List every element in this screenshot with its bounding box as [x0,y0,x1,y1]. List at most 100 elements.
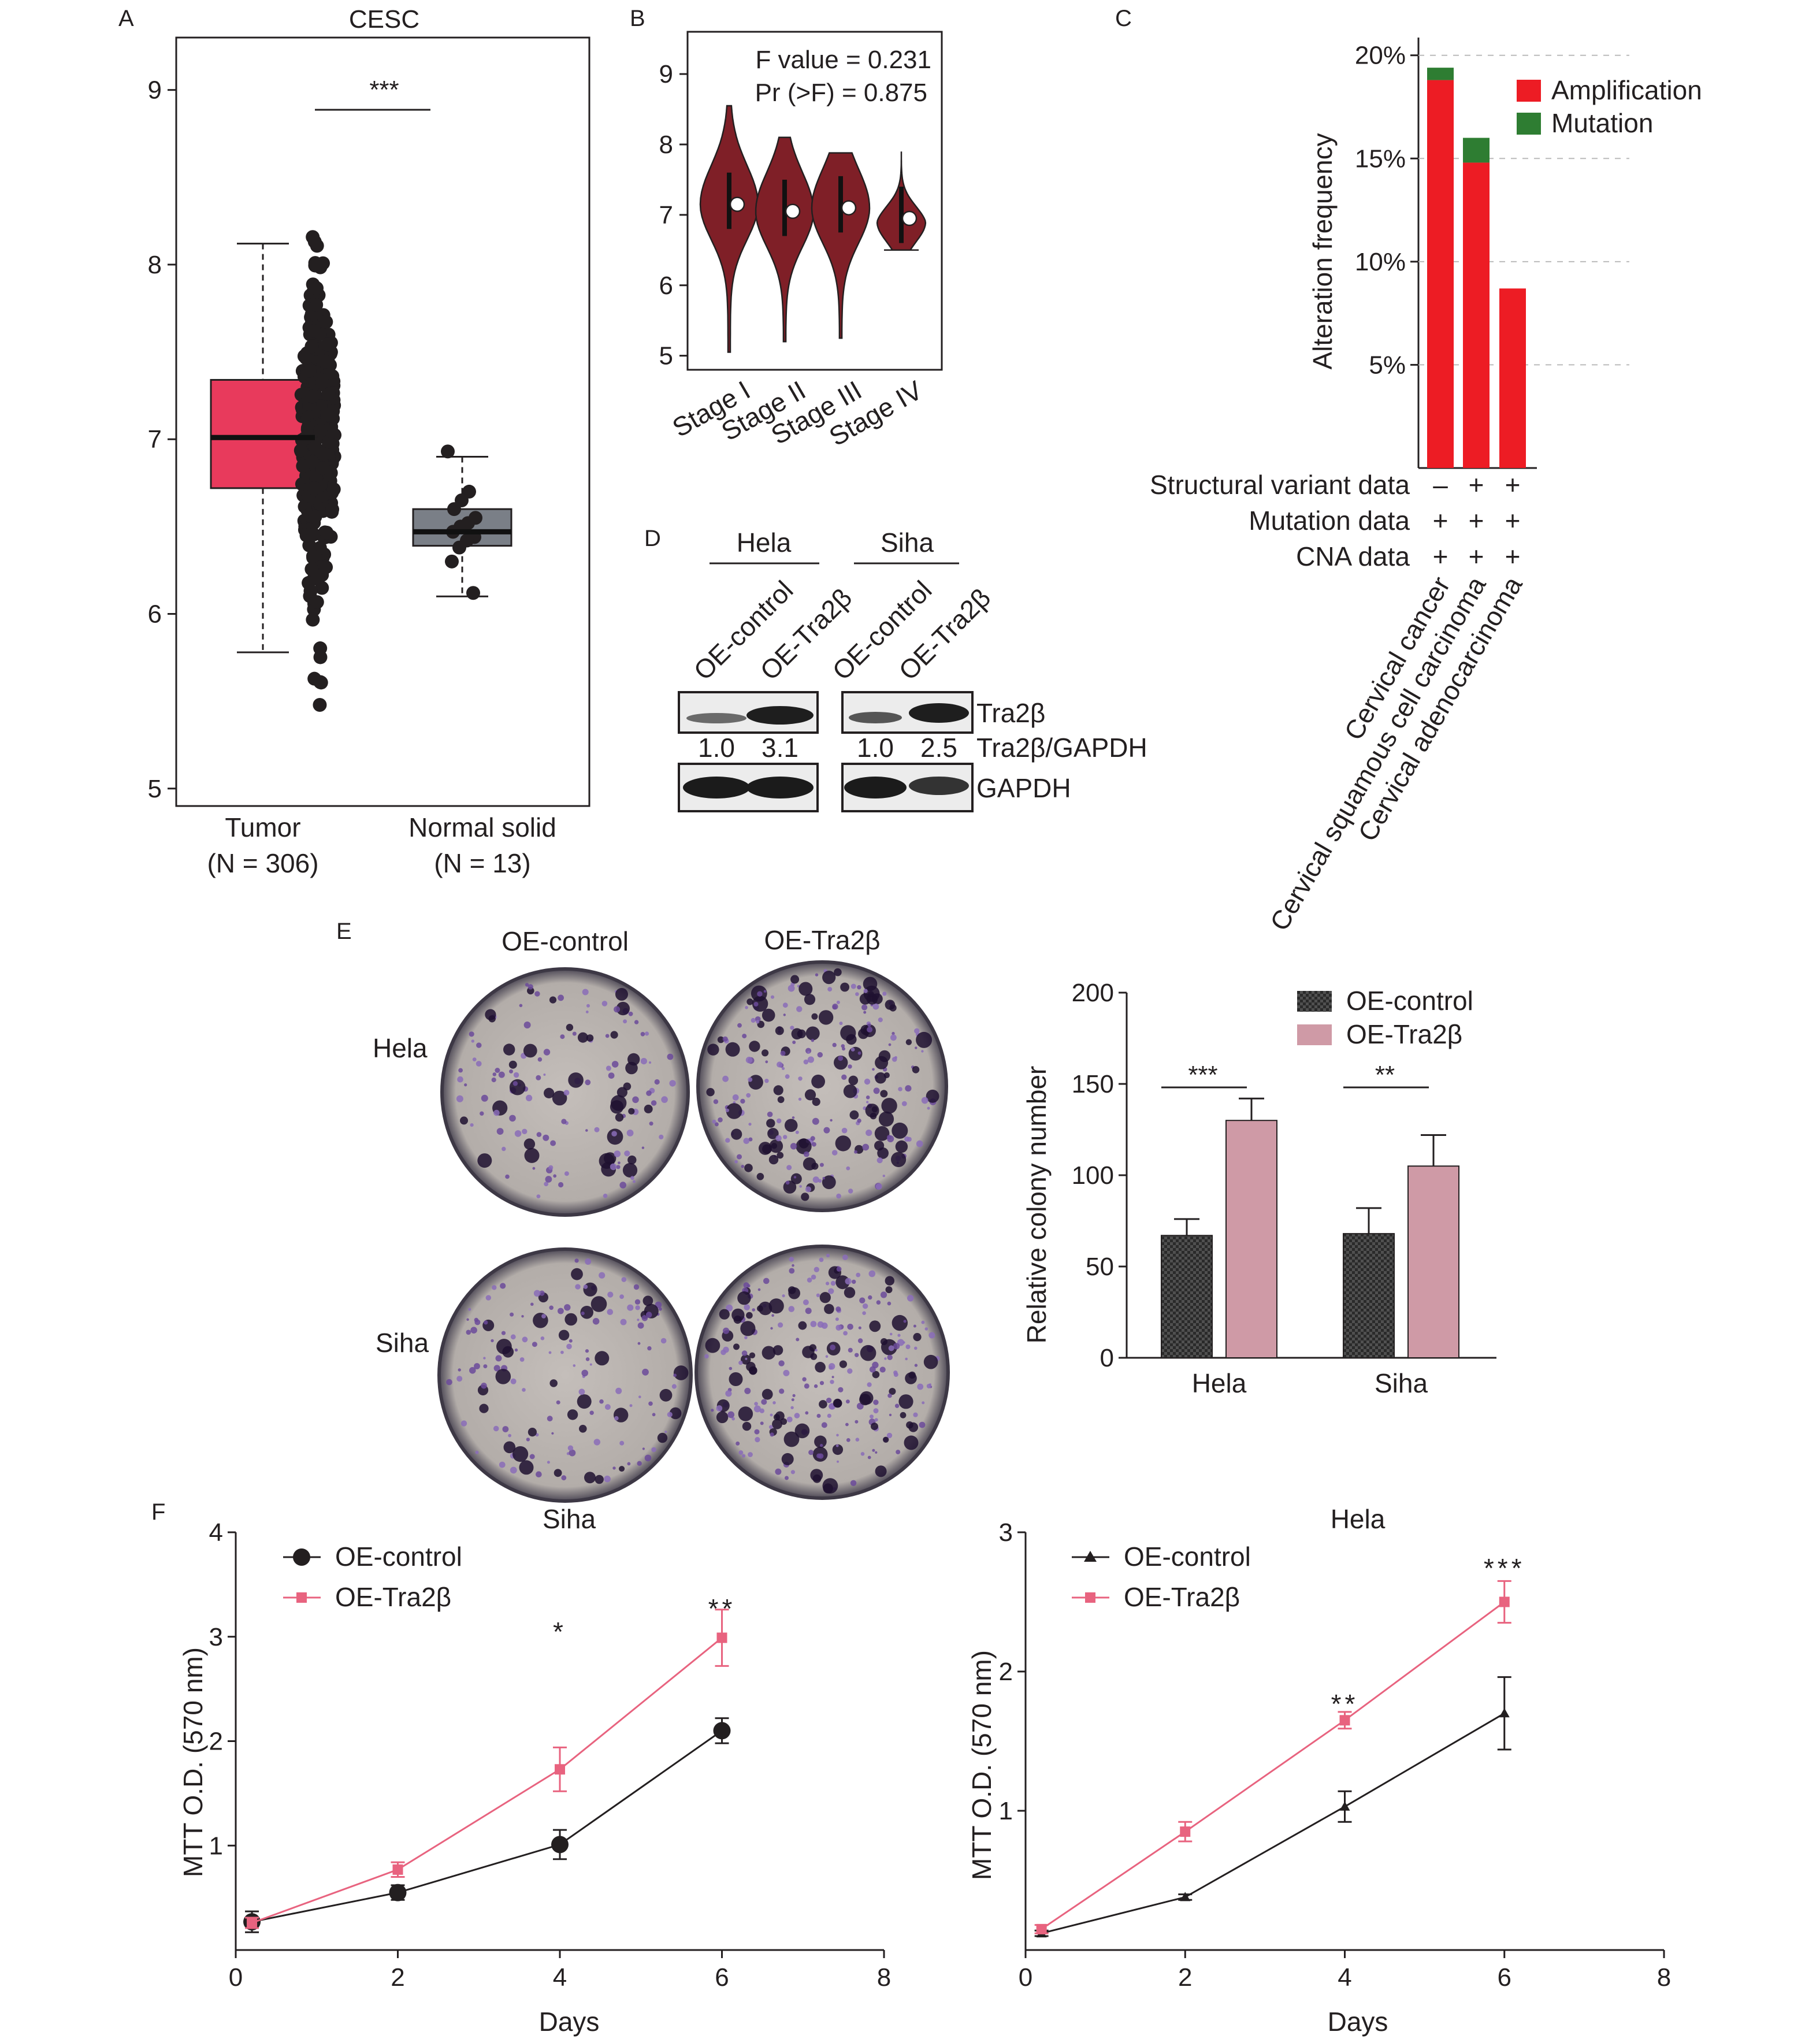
colony [616,1001,630,1016]
legend-swatch-oe-control [1297,991,1332,1012]
legend-label-mutation: Mutation [1551,108,1653,138]
colony [737,1154,742,1160]
colony [837,1460,839,1463]
colony [790,1173,802,1184]
colony [762,1346,776,1360]
colony [460,1420,467,1427]
colony [884,1357,887,1360]
colony [744,1336,748,1339]
colony [614,1006,621,1013]
colony [619,1294,624,1299]
colony [567,1445,574,1451]
colony [749,1352,756,1358]
colony [740,1321,756,1336]
colony [836,1193,841,1199]
colony [757,1305,763,1312]
colony [599,1399,604,1404]
colony [768,1298,784,1314]
colony [747,1284,751,1288]
colony [745,1056,753,1064]
colony [748,1452,753,1457]
colony [723,1346,729,1353]
colony [804,1383,809,1389]
colony [898,1394,913,1409]
colony [508,1060,517,1069]
colony [852,1279,856,1284]
colony [649,1121,653,1126]
b-median-point [841,200,857,216]
f2-xtick-label: 4 [1338,1963,1351,1992]
c-row-mark: + [1433,506,1448,536]
a-point-tumor [313,641,328,656]
colony [607,1291,614,1298]
blot-label-gapdh: GAPDH [976,773,1071,803]
colony [792,1264,794,1267]
colony [471,1039,474,1043]
colony [608,1072,615,1079]
colony [558,1182,564,1188]
b-ytick-label: 5 [659,342,673,370]
c-row-mark: + [1433,541,1448,571]
a-point-tumor [321,337,335,352]
f1-title: Siha [543,1504,596,1534]
colony [768,1425,773,1429]
colony [876,1300,881,1305]
colony [606,1065,611,1071]
panel-a-n-tumor: (N = 306) [207,848,318,878]
colony [807,1277,812,1283]
colony [875,1451,878,1454]
colony [858,1028,869,1039]
colony [610,1163,617,1171]
colony [581,1312,585,1316]
colony [508,1433,511,1438]
colony [548,1351,552,1354]
colony [835,1324,842,1331]
f2-y-label: MTT O.D. (570 nm) [967,1650,997,1880]
e-ytick-label: 100 [1072,1161,1114,1190]
colony [470,1327,477,1334]
colony [889,1413,892,1417]
colony [718,1117,723,1123]
colony [481,1094,488,1102]
colony [458,1368,461,1372]
a-ytick-label: 5 [148,775,162,803]
colony [802,1377,807,1381]
a-point-tumor [308,258,322,273]
colony [586,1004,590,1008]
f2-series-line [1041,1601,1505,1930]
f1-legend-marker-ctrl [293,1548,310,1566]
colony [534,991,540,997]
colony [521,1315,524,1318]
colony [880,1291,887,1298]
colony [793,1176,797,1179]
a-ytick-label: 8 [148,251,162,279]
colony [783,1180,797,1194]
a-point-tumor [325,502,340,517]
colony [585,1011,589,1013]
colony [798,1076,803,1081]
colony [564,1171,569,1176]
colony [726,1103,742,1119]
a-point-tumor [315,581,329,595]
colony [543,1049,551,1056]
colony [584,1472,596,1484]
colony [814,1267,820,1272]
colony [919,1421,926,1428]
legend-swatch-oe-tra2b [1297,1024,1332,1045]
colony [927,1106,930,1110]
colony [868,1270,876,1277]
colony [775,1026,784,1035]
colony [580,1306,593,1319]
colony [836,1000,840,1004]
colony [628,1011,633,1016]
colony [846,1438,850,1442]
colony [510,1378,517,1384]
colony [633,1180,636,1183]
colony [880,1090,888,1098]
colony [737,1023,742,1028]
colony [803,1059,809,1065]
colony [719,1309,730,1320]
colony [716,1411,729,1424]
colony [856,1402,864,1410]
